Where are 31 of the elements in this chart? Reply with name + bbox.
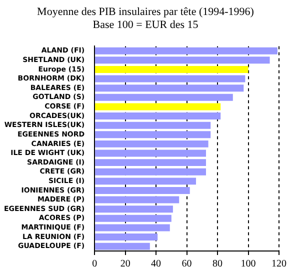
x-tick-label: 40 — [151, 258, 162, 270]
bar — [95, 224, 170, 232]
bar — [95, 242, 150, 250]
bar — [95, 159, 206, 166]
bar — [95, 140, 208, 148]
bar — [95, 66, 248, 73]
bar — [95, 214, 172, 222]
x-tick-label: 20 — [120, 258, 130, 270]
bar — [95, 178, 196, 185]
bar — [95, 56, 270, 64]
bar — [95, 47, 278, 54]
bar — [95, 187, 190, 194]
bar — [95, 112, 221, 120]
x-tick-label: 60 — [182, 258, 192, 270]
bar — [95, 150, 206, 157]
chart-subtitle: Base 100 = EUR des 15 — [92, 19, 200, 32]
bar — [95, 206, 173, 213]
bar — [95, 234, 158, 241]
bar — [95, 103, 221, 110]
bar — [95, 168, 206, 176]
x-tick-label: 120 — [272, 258, 286, 270]
bar — [95, 75, 246, 82]
bar — [95, 94, 233, 101]
x-tick-label: 80 — [212, 258, 223, 270]
bar — [95, 131, 211, 138]
bar — [95, 196, 180, 204]
x-tick-label: 100 — [240, 258, 256, 270]
chart-title: Moyenne des PIB insulaires par tête (1994-1996) — [36, 6, 255, 19]
bar — [95, 84, 244, 92]
x-tick-label: 0 — [92, 258, 98, 270]
bar — [95, 122, 211, 129]
